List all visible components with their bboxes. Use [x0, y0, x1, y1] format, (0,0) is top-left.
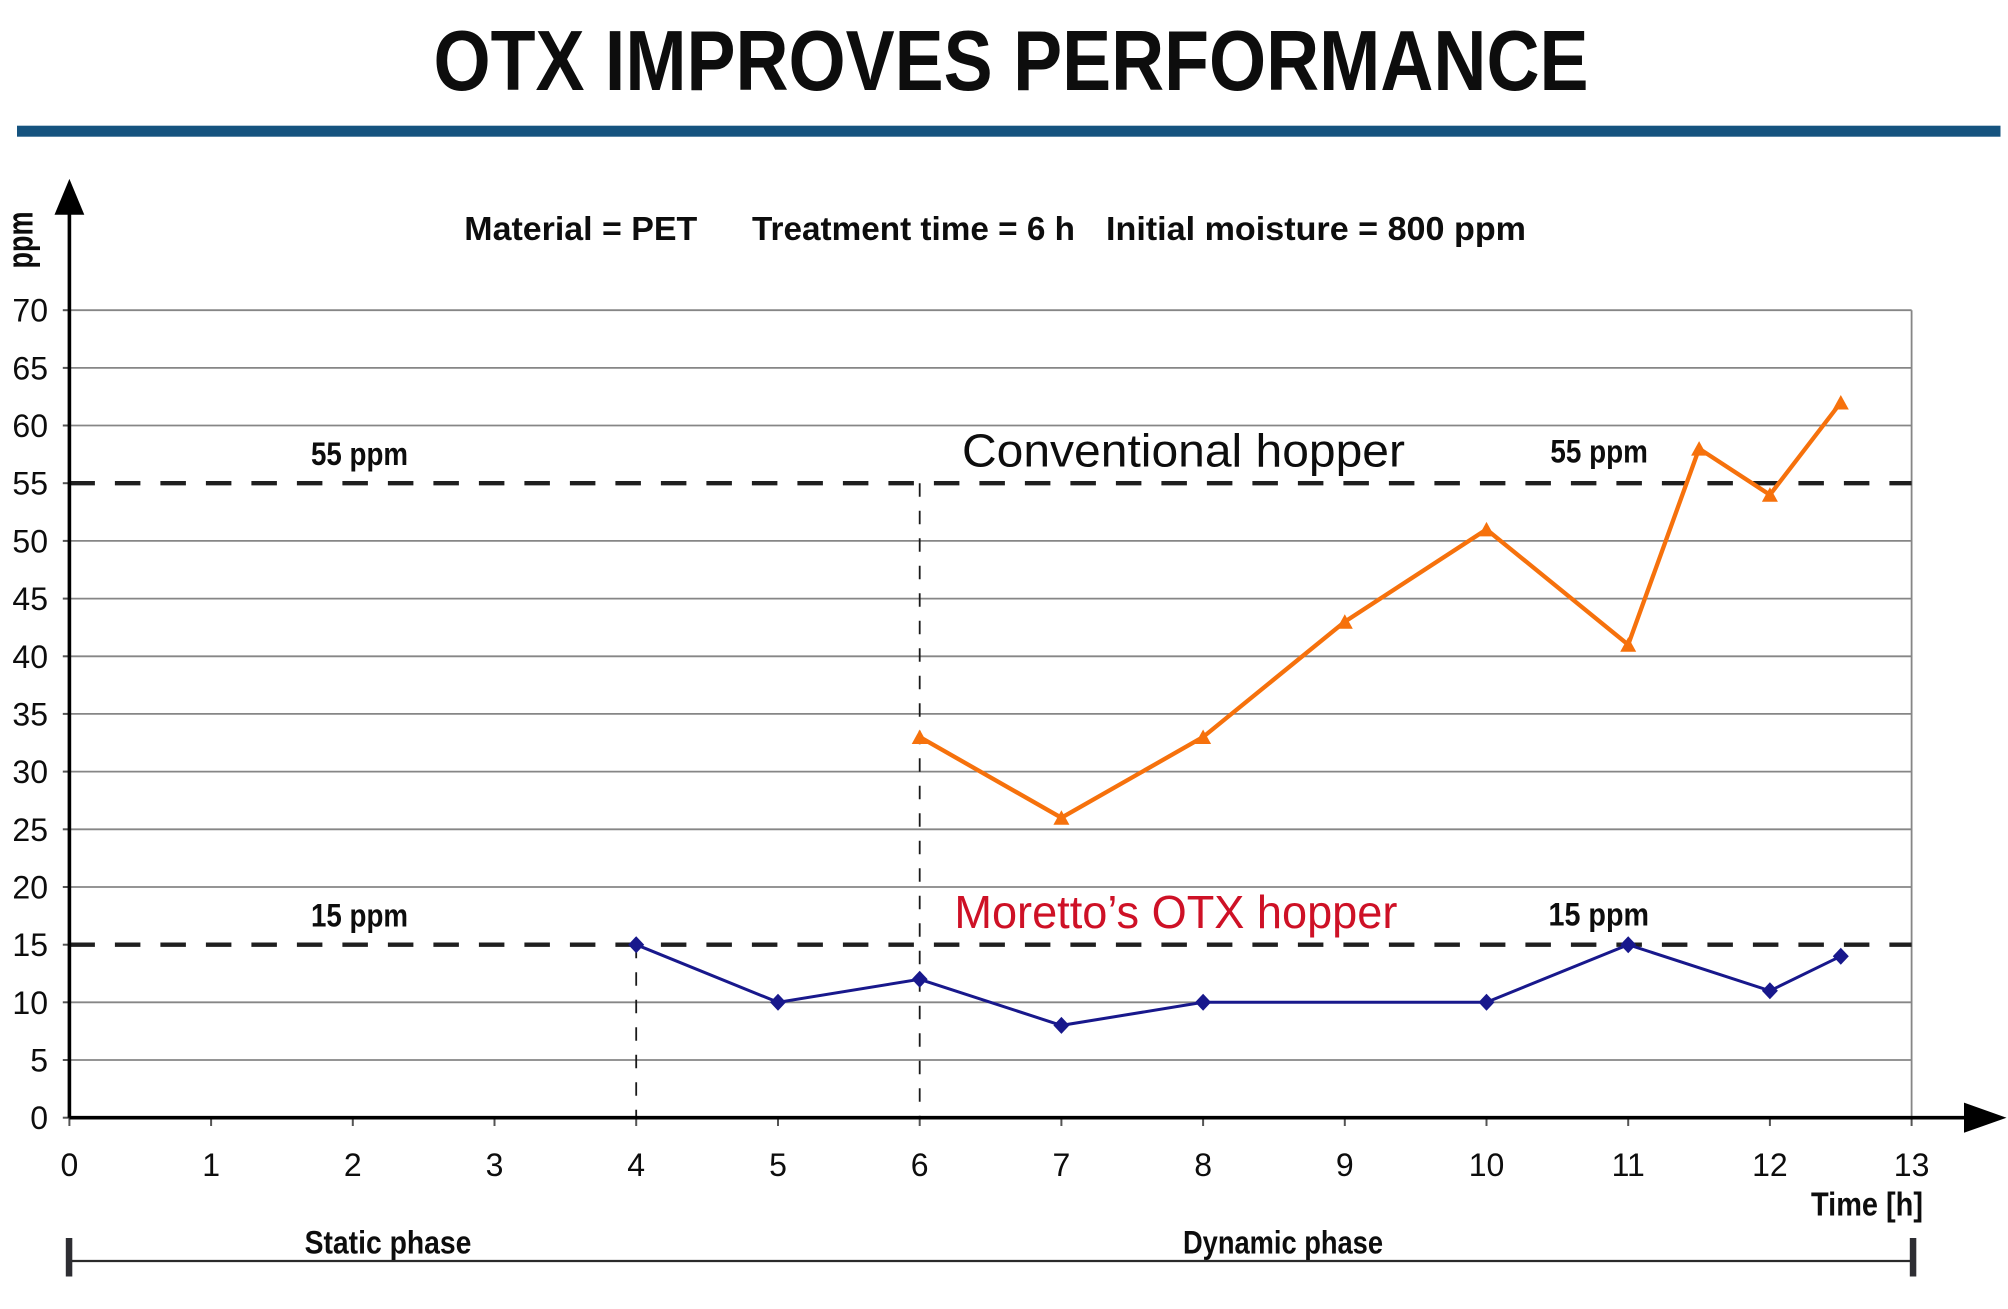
svg-text:OTX IMPROVES PERFORMANCE: OTX IMPROVES PERFORMANCE [434, 14, 1589, 109]
svg-text:0: 0 [30, 1100, 48, 1136]
svg-text:ppm: ppm [0, 212, 41, 269]
svg-text:1: 1 [202, 1147, 220, 1183]
svg-text:5: 5 [769, 1147, 787, 1183]
svg-text:5: 5 [30, 1043, 48, 1079]
svg-text:15: 15 [12, 927, 48, 963]
svg-text:Material = PET: Material = PET [464, 210, 697, 247]
svg-text:25: 25 [12, 812, 48, 848]
svg-text:6: 6 [911, 1147, 929, 1183]
svg-text:15 ppm: 15 ppm [311, 898, 408, 934]
svg-text:11: 11 [1612, 1147, 1645, 1183]
svg-text:Time [h]: Time [h] [1811, 1186, 1923, 1223]
svg-text:Initial moisture = 800 ppm: Initial moisture = 800 ppm [1106, 210, 1526, 247]
svg-text:Treatment time = 6 h: Treatment time = 6 h [752, 210, 1075, 247]
svg-text:7: 7 [1053, 1147, 1071, 1183]
svg-text:Static phase: Static phase [305, 1225, 472, 1261]
svg-text:40: 40 [12, 639, 48, 675]
svg-text:12: 12 [1752, 1147, 1788, 1183]
svg-text:3: 3 [486, 1147, 504, 1183]
svg-text:Conventional hopper: Conventional hopper [962, 425, 1405, 477]
svg-text:15 ppm: 15 ppm [1549, 897, 1650, 933]
svg-text:4: 4 [627, 1147, 645, 1183]
svg-text:10: 10 [12, 985, 48, 1021]
svg-text:2: 2 [344, 1147, 362, 1183]
svg-text:20: 20 [12, 870, 48, 906]
svg-text:55 ppm: 55 ppm [311, 436, 408, 472]
svg-text:30: 30 [12, 754, 48, 790]
svg-text:70: 70 [12, 293, 48, 329]
svg-text:55: 55 [12, 466, 48, 502]
svg-text:0: 0 [61, 1147, 79, 1183]
svg-text:Dynamic phase: Dynamic phase [1183, 1225, 1383, 1261]
svg-text:50: 50 [12, 523, 48, 559]
svg-text:13: 13 [1894, 1147, 1930, 1183]
svg-text:9: 9 [1336, 1147, 1354, 1183]
svg-text:Moretto’s OTX hopper: Moretto’s OTX hopper [954, 886, 1397, 938]
svg-text:10: 10 [1469, 1147, 1505, 1183]
svg-text:35: 35 [12, 696, 48, 732]
svg-text:60: 60 [12, 408, 48, 444]
svg-text:65: 65 [12, 350, 48, 386]
svg-text:8: 8 [1194, 1147, 1212, 1183]
svg-text:45: 45 [12, 581, 48, 617]
svg-text:55 ppm: 55 ppm [1550, 433, 1648, 469]
